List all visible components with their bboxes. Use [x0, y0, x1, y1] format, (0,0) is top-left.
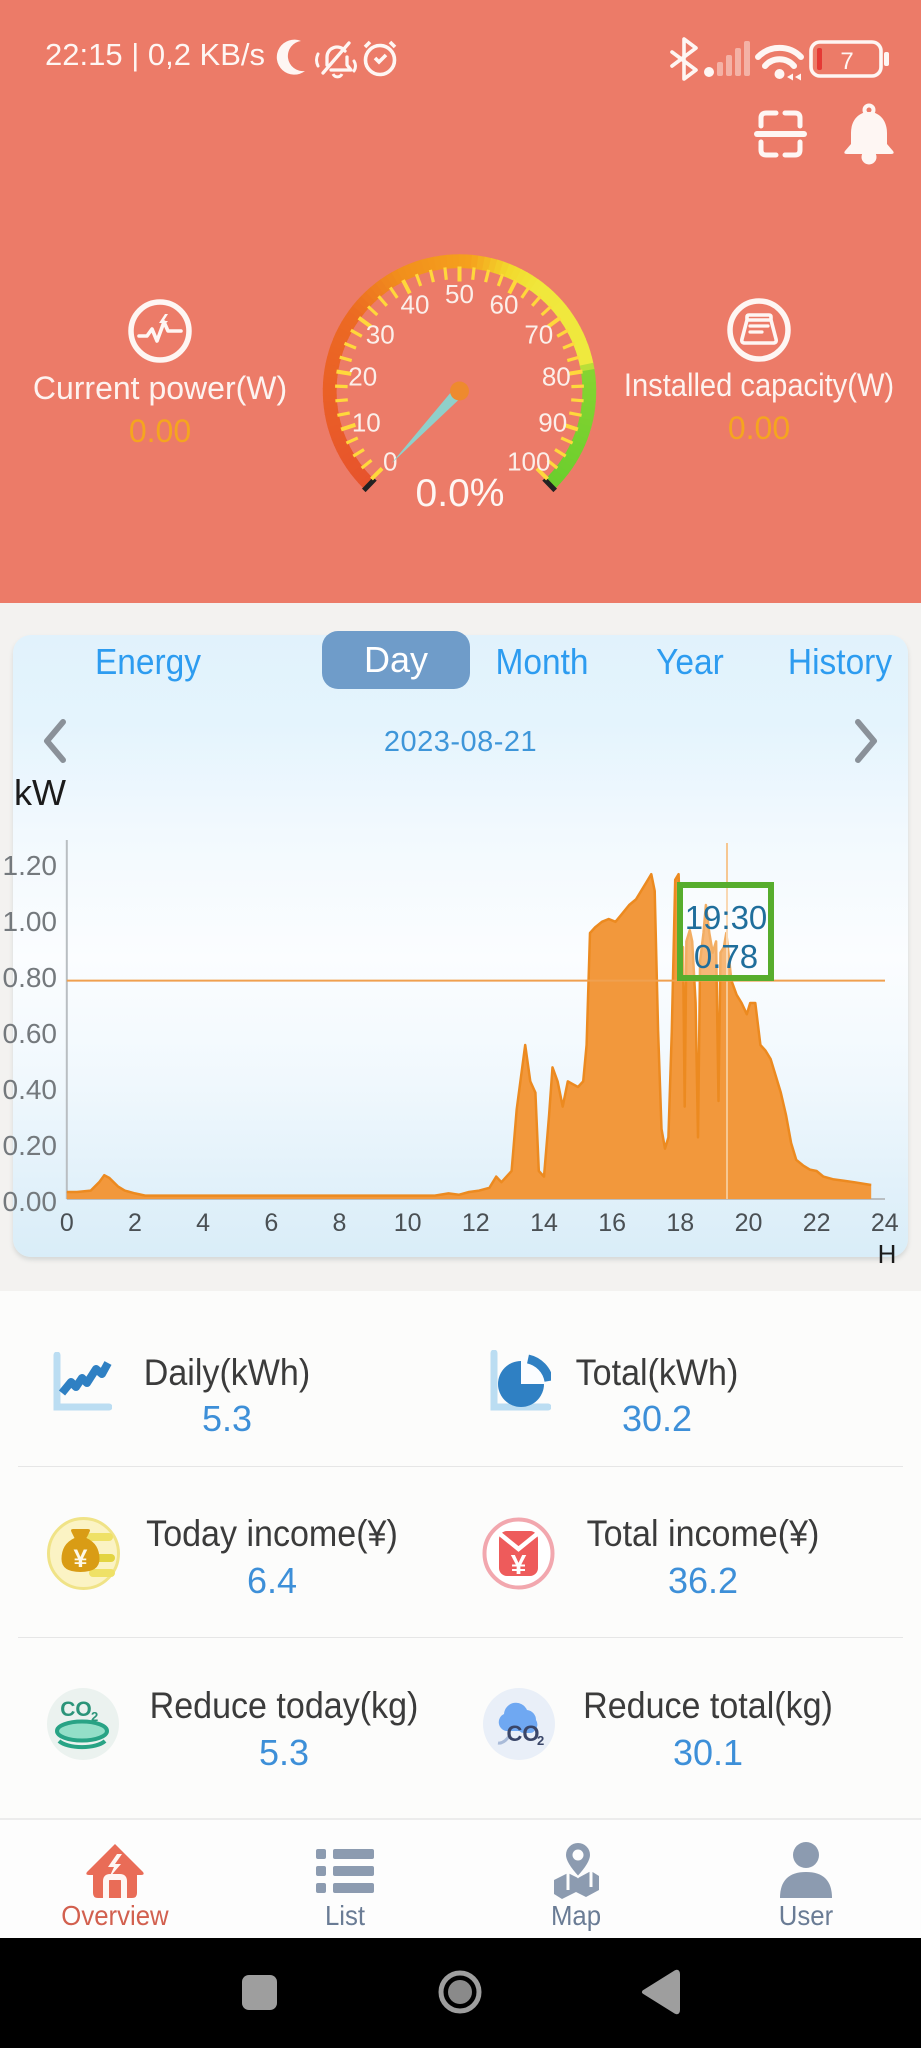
svg-text:19:30: 19:30	[685, 899, 768, 936]
svg-text:0.20: 0.20	[3, 1130, 58, 1161]
svg-text:4: 4	[196, 1209, 210, 1237]
svg-text:7: 7	[840, 48, 853, 75]
svg-text:8: 8	[333, 1209, 347, 1237]
svg-text:¥: ¥	[74, 1545, 88, 1573]
svg-text:0.80: 0.80	[3, 962, 58, 993]
svg-text:30: 30	[366, 319, 395, 349]
svg-text:100: 100	[507, 446, 550, 476]
svg-text:0.00: 0.00	[3, 1186, 58, 1217]
svg-text:2: 2	[91, 1709, 98, 1724]
svg-text:2: 2	[128, 1209, 142, 1237]
svg-text:70: 70	[524, 319, 553, 349]
svg-text:50: 50	[445, 279, 474, 309]
svg-text:kW: kW	[14, 772, 66, 813]
svg-text:90: 90	[538, 407, 567, 437]
svg-text:1.00: 1.00	[3, 906, 58, 937]
svg-text:0.78: 0.78	[694, 938, 758, 975]
svg-text:60: 60	[490, 290, 519, 320]
svg-text:6: 6	[264, 1209, 278, 1237]
svg-text:22: 22	[803, 1209, 831, 1237]
svg-text:1.20: 1.20	[3, 850, 58, 881]
svg-text:18: 18	[666, 1209, 694, 1237]
svg-text:CO: CO	[507, 1721, 540, 1746]
svg-text:20: 20	[735, 1209, 763, 1237]
svg-text:H: H	[878, 1239, 897, 1269]
svg-text:10: 10	[352, 407, 381, 437]
svg-text:14: 14	[530, 1209, 558, 1237]
svg-text:12: 12	[462, 1209, 490, 1237]
svg-text:20: 20	[348, 362, 377, 392]
svg-text:0.40: 0.40	[3, 1074, 58, 1105]
svg-text:0: 0	[383, 446, 397, 476]
svg-text:16: 16	[598, 1209, 626, 1237]
svg-text:0: 0	[60, 1209, 74, 1237]
svg-text:CO: CO	[60, 1698, 92, 1721]
svg-text:10: 10	[394, 1209, 422, 1237]
svg-text:¥: ¥	[511, 1549, 527, 1580]
svg-text:0.60: 0.60	[3, 1018, 58, 1049]
svg-text:24: 24	[871, 1209, 899, 1237]
svg-text:80: 80	[542, 362, 571, 392]
svg-text:40: 40	[401, 290, 430, 320]
svg-text:2: 2	[537, 1733, 544, 1748]
